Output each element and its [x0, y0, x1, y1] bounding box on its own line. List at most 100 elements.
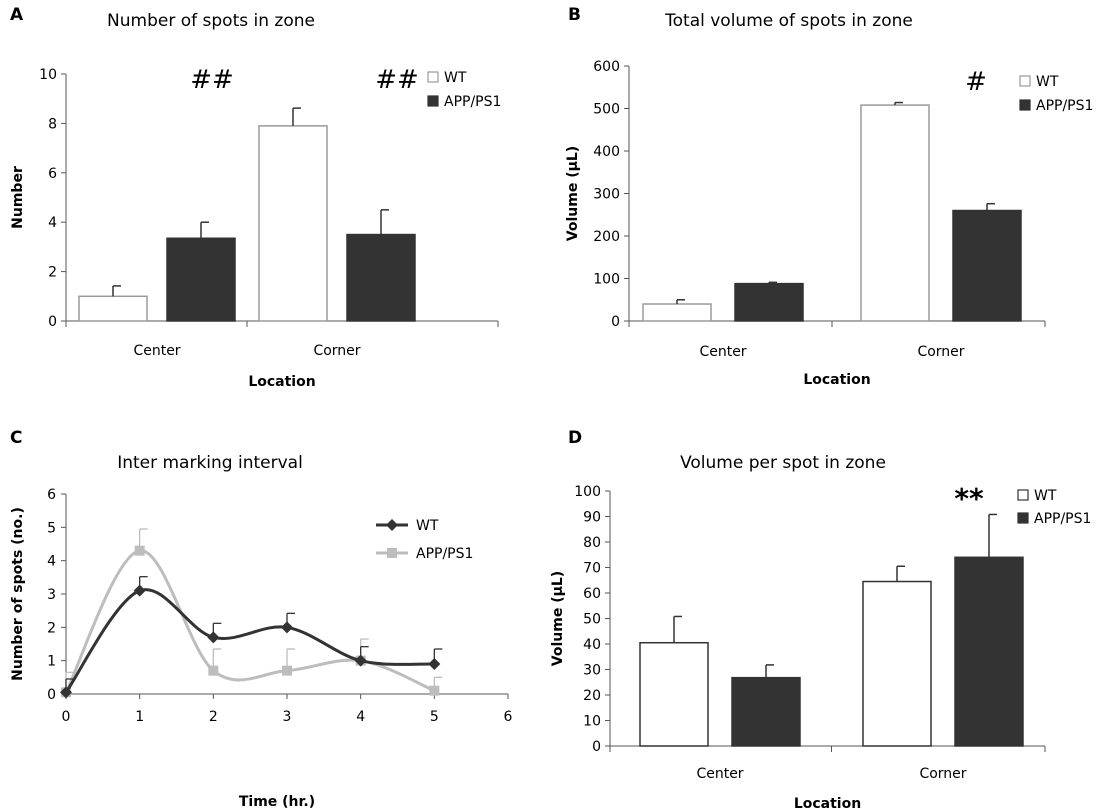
y-tick-label: 60 [583, 586, 601, 602]
bar-app-ps1-center [731, 676, 801, 747]
y-tick-label: 0 [611, 314, 620, 330]
bar-wt-corner [258, 125, 328, 322]
y-tick-label: 50 [583, 612, 601, 628]
y-tick-label: 6 [47, 487, 56, 503]
legend-marker [386, 519, 398, 531]
x-tick-label: Corner [313, 343, 360, 359]
bar-app-ps1-corner [954, 556, 1024, 747]
significance-marker: # [965, 67, 987, 97]
y-tick-label: 70 [583, 561, 601, 577]
data-point [282, 665, 292, 676]
legend-swatch [427, 95, 439, 107]
chart-title: Volume per spot in zone [680, 453, 886, 473]
legend-label: WT [1036, 74, 1059, 90]
chart-title: Number of spots in zone [107, 11, 315, 31]
y-axis-label: Volume (µL) [565, 146, 581, 241]
x-tick-label: Corner [919, 766, 966, 782]
panel-letter: C [10, 428, 22, 448]
bar-app-ps1-corner [346, 233, 416, 322]
y-tick-label: 90 [583, 510, 601, 526]
x-tick-label: 5 [430, 709, 439, 725]
bar-wt-corner [862, 580, 932, 747]
data-point [208, 665, 219, 676]
chart-title: Inter marking interval [117, 453, 303, 473]
legend-marker [387, 548, 397, 558]
panel-A: A Number of spots in zone 0 2 4 6 8 10 Center Cor… [10, 5, 501, 390]
bar-wt-corner [860, 104, 930, 322]
significance-marker: ## [375, 65, 419, 95]
data-point [207, 631, 220, 644]
y-tick-label: 0 [48, 314, 57, 330]
data-point [428, 658, 441, 670]
panel-C: C Inter marking interval 0 1 2 3 4 5 6 0 1 2 3 4 5 6 Tim… [10, 428, 513, 810]
data-point [281, 621, 293, 634]
legend-swatch [1017, 512, 1029, 524]
bar-wt-center [642, 303, 712, 322]
y-tick-label: 3 [47, 587, 56, 603]
y-tick-label: 100 [593, 272, 620, 288]
y-tick-label: 2 [47, 620, 56, 636]
y-tick-label: 4 [47, 554, 56, 570]
y-tick-label: 30 [583, 663, 601, 679]
y-tick-label: 200 [593, 229, 620, 245]
legend-label: APP/PS1 [416, 546, 473, 562]
bar-app-ps1-corner [952, 209, 1022, 322]
y-tick-label: 1 [47, 654, 56, 670]
y-tick-label: 600 [593, 59, 620, 75]
chart-title: Total volume of spots in zone [664, 11, 913, 31]
y-tick-label: 300 [593, 187, 620, 203]
y-tick-label: 80 [583, 535, 601, 551]
x-axis-label: Location [794, 796, 861, 812]
y-tick-label: 4 [48, 215, 57, 231]
legend-label: WT [444, 70, 467, 86]
y-tick-label: 8 [48, 116, 57, 132]
y-axis-label: Number [10, 166, 26, 229]
panel-letter: D [568, 428, 582, 448]
legend-swatch [1019, 99, 1031, 111]
significance-marker: ## [190, 65, 234, 95]
bar-wt-center [639, 641, 709, 747]
x-tick-label: 0 [62, 709, 71, 725]
data-point [60, 686, 72, 699]
y-tick-label: 40 [583, 637, 601, 653]
panel-letter: A [10, 5, 24, 25]
legend-label: APP/PS1 [1034, 511, 1091, 527]
y-tick-label: 5 [47, 520, 56, 536]
legend-swatch [1019, 75, 1031, 87]
y-tick-label: 10 [39, 67, 57, 83]
y-tick-label: 100 [574, 484, 601, 500]
panel-B: B Total volume of spots in zone 0 100 200 300… [565, 5, 1093, 388]
y-tick-label: 10 [583, 714, 601, 730]
x-tick-label: 6 [504, 709, 513, 725]
series-line-app-ps1 [64, 549, 435, 694]
y-tick-label: 400 [593, 144, 620, 160]
x-tick-label: 3 [283, 709, 292, 725]
y-tick-label: 0 [592, 739, 601, 755]
y-tick-label: 20 [583, 688, 601, 704]
bar-app-ps1-center [734, 282, 804, 322]
y-tick-label: 6 [48, 166, 57, 182]
data-point [354, 654, 367, 667]
y-axis-label: Number of spots (no.) [10, 507, 26, 681]
data-point [134, 545, 145, 556]
y-tick-label: 0 [47, 687, 56, 703]
x-axis-label: Time (hr.) [239, 794, 315, 810]
legend-label: WT [416, 518, 439, 534]
x-tick-label: Center [699, 344, 746, 360]
bar-wt-center [78, 295, 148, 322]
legend-label: WT [1034, 488, 1057, 504]
significance-marker: ** [954, 482, 984, 515]
x-tick-label: Corner [917, 344, 964, 360]
x-axis-label: Location [248, 374, 315, 390]
x-tick-label: Center [696, 766, 743, 782]
data-point [429, 685, 440, 696]
y-tick-label: 500 [593, 102, 620, 118]
legend-swatch [427, 71, 439, 83]
x-tick-label: 1 [135, 709, 144, 725]
legend-label: APP/PS1 [1036, 98, 1093, 114]
panel-letter: B [568, 5, 581, 25]
panel-D: D Volume per spot in zone 0 10 20 30 40 50 60 70 8… [550, 428, 1091, 812]
x-axis-label: Location [803, 372, 870, 388]
x-tick-label: 2 [209, 709, 218, 725]
bar-app-ps1-center [166, 237, 236, 322]
